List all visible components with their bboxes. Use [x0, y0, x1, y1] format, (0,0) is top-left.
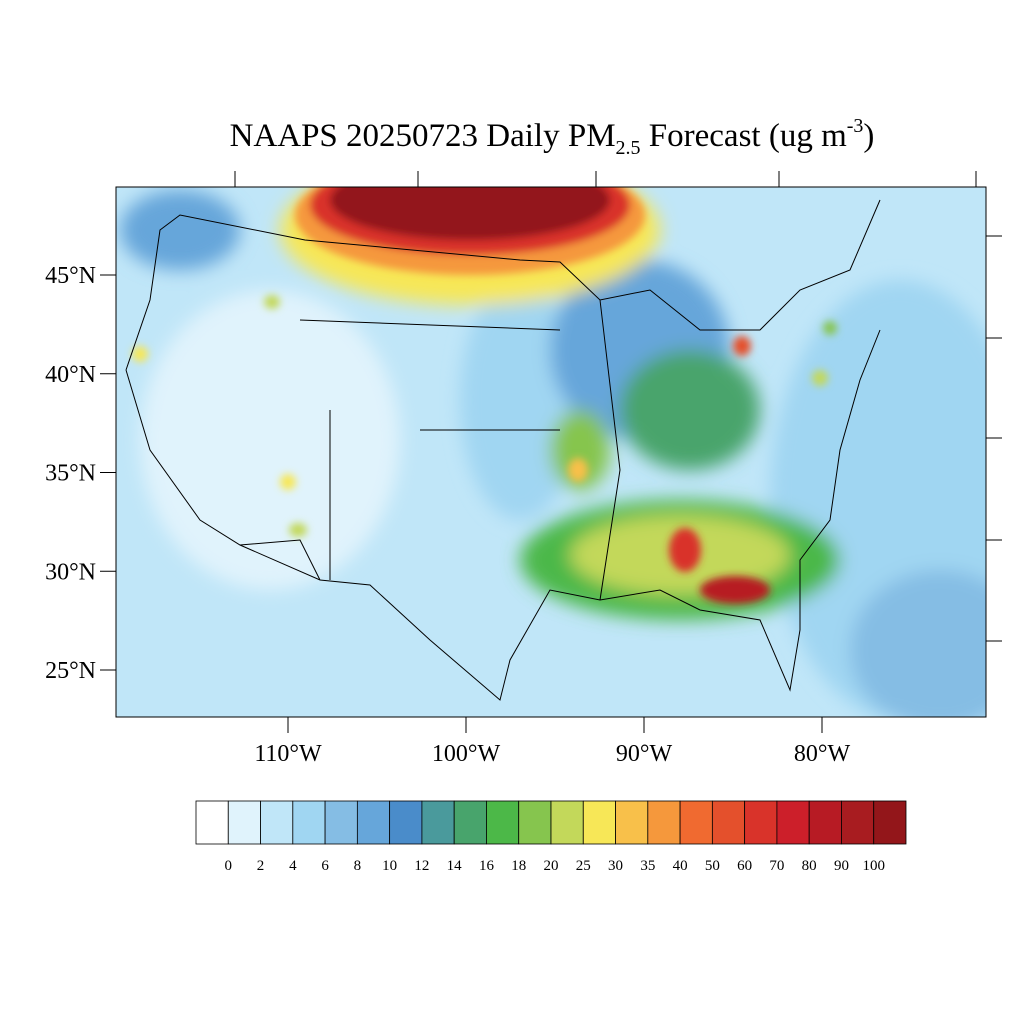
lat-label: 30°N: [45, 559, 96, 585]
colorbar-box: [679, 800, 713, 845]
lon-label: 80°W: [794, 741, 851, 767]
lat-label: 25°N: [45, 658, 96, 684]
colorbar-label: 2: [257, 858, 265, 874]
colorbar-box: [260, 800, 294, 845]
lat-label: 40°N: [45, 362, 96, 388]
colorbar-label: 60: [737, 858, 752, 874]
colorbar-box: [324, 800, 358, 845]
colorbar-box: [744, 800, 778, 845]
colorbar-box: [195, 800, 229, 845]
colorbar-label: 20: [544, 858, 559, 874]
lat-label: 45°N: [45, 263, 96, 289]
lon-label: 110°W: [254, 741, 322, 767]
colorbar-box: [453, 800, 487, 845]
colorbar-box: [550, 800, 584, 845]
colorbar-label: 6: [321, 858, 329, 874]
colorbar-box: [841, 800, 875, 845]
colorbar-box: [486, 800, 520, 845]
colorbar-box: [389, 800, 423, 845]
colorbar-label: 14: [447, 858, 463, 874]
map: [116, 187, 986, 717]
colorbar-box: [808, 800, 842, 845]
colorbar-box: [518, 800, 552, 845]
colorbar-label: 90: [834, 858, 849, 874]
colorbar-label: 12: [414, 858, 429, 874]
colorbar-box: [615, 800, 649, 845]
colorbar-box: [582, 800, 616, 845]
colorbar-label: 10: [382, 858, 397, 874]
colorbar-label: 30: [608, 858, 623, 874]
colorbar-box: [227, 800, 261, 845]
colorbar-label: 18: [511, 858, 526, 874]
colorbar-label: 70: [769, 858, 784, 874]
colorbar-label: 35: [640, 858, 655, 874]
map-frame: [115, 186, 987, 718]
lon-label: 100°W: [432, 741, 501, 767]
title: NAAPS 20250723 Daily PM2.5 Forecast (ug …: [230, 115, 875, 159]
colorbar-box: [873, 800, 907, 845]
lat-label: 35°N: [45, 461, 96, 487]
colorbar-box: [292, 800, 326, 845]
colorbar-label: 8: [354, 858, 362, 874]
colorbar-label: 4: [289, 858, 297, 874]
colorbar-label: 0: [225, 858, 233, 874]
colorbar-box: [356, 800, 391, 845]
colorbar-box: [647, 800, 681, 845]
colorbar-label: 16: [479, 858, 495, 874]
colorbar-label: 25: [576, 858, 591, 874]
colorbar-label: 50: [705, 858, 720, 874]
colorbar-label: 40: [673, 858, 688, 874]
colorbar-box: [776, 800, 810, 845]
colorbar-label: 100: [862, 858, 885, 874]
colorbar-box: [711, 800, 746, 845]
colorbar-label: 80: [802, 858, 817, 874]
lon-label: 90°W: [616, 741, 673, 767]
colorbar-box: [421, 800, 455, 845]
frame-ticks: [234, 171, 1002, 642]
boundaries: [125, 199, 881, 701]
